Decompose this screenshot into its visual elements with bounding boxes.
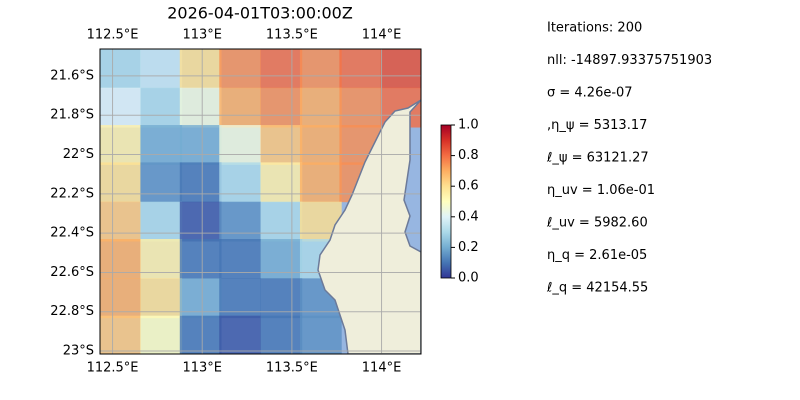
cell xyxy=(140,87,183,128)
annotation: ℓ_uv = 5982.60 xyxy=(546,216,648,231)
cell xyxy=(339,49,382,89)
colorbar-tick-label: 0.0 xyxy=(458,271,479,286)
y-tick-label: 22.6°S xyxy=(50,265,94,280)
cell xyxy=(179,49,222,89)
cell xyxy=(100,87,141,128)
annotation: η_q = 2.61e-05 xyxy=(547,248,647,263)
cell xyxy=(339,87,382,128)
x-tick-label: 113.5°E xyxy=(266,361,318,376)
y-tick-label: 23°S xyxy=(63,344,94,359)
annotation: ℓ_ψ = 63121.27 xyxy=(546,151,649,166)
annotation: Iterations: 200 xyxy=(547,21,642,36)
cell xyxy=(140,201,183,242)
cell xyxy=(140,315,183,354)
y-tick-label: 21.6°S xyxy=(50,68,94,83)
cell xyxy=(260,125,303,165)
cell xyxy=(100,201,141,242)
y-tick-label: 22.8°S xyxy=(50,304,94,319)
x-tick-label-top: 113°E xyxy=(182,28,222,43)
x-tick-label: 112.5°E xyxy=(87,361,139,376)
cell xyxy=(100,125,141,165)
cell xyxy=(219,162,261,203)
cell xyxy=(219,201,261,242)
land xyxy=(317,99,421,354)
chart-title: 2026-04-01T03:00:00Z xyxy=(167,4,353,23)
cell xyxy=(100,315,141,354)
cell xyxy=(179,162,222,203)
y-tick-label: 21.8°S xyxy=(50,108,94,123)
y-tick-label: 22.2°S xyxy=(50,186,94,201)
colorbar-tick-label: 0.6 xyxy=(458,179,479,194)
cell xyxy=(179,87,222,128)
colorbar-tick-label: 0.4 xyxy=(458,209,479,224)
x-tick-label-top: 114°E xyxy=(362,28,402,43)
cell xyxy=(219,125,261,165)
cell xyxy=(260,87,303,128)
cell xyxy=(299,162,342,203)
cell xyxy=(179,315,222,354)
annotation: ℓ_q = 42154.55 xyxy=(546,281,648,296)
annotation: ,η_ψ = 5313.17 xyxy=(547,118,647,133)
colorbar-tick-label: 1.0 xyxy=(458,118,479,133)
colorbar-tick-label: 0.8 xyxy=(458,148,479,163)
cell xyxy=(299,315,342,354)
x-tick-label-top: 112.5°E xyxy=(87,28,139,43)
cell xyxy=(260,49,303,89)
x-tick-label-top: 113.5°E xyxy=(266,28,318,43)
cell xyxy=(219,49,261,89)
cell xyxy=(100,49,141,89)
cell xyxy=(100,162,141,203)
cell xyxy=(260,162,303,203)
colorbar-tick-label: 0.2 xyxy=(458,240,479,255)
y-tick-label: 22°S xyxy=(63,147,94,162)
cell xyxy=(299,87,342,128)
cell xyxy=(380,49,421,89)
annotation: nll: -14897.93375751903 xyxy=(547,53,712,68)
cell xyxy=(140,162,183,203)
annotation: η_uv = 1.06e-01 xyxy=(547,183,655,198)
x-tick-label: 113°E xyxy=(182,361,222,376)
cell xyxy=(219,315,261,354)
cell xyxy=(140,49,183,89)
cell xyxy=(179,201,222,242)
cell xyxy=(179,125,222,165)
y-tick-label: 22.4°S xyxy=(50,226,94,241)
annotation: σ = 4.26e-07 xyxy=(547,86,633,101)
cell xyxy=(219,87,261,128)
cell xyxy=(260,315,303,354)
cell xyxy=(299,49,342,89)
cell xyxy=(140,125,183,165)
colorbar xyxy=(440,124,452,279)
map-frame xyxy=(99,48,422,355)
cell xyxy=(299,125,342,165)
x-tick-label: 114°E xyxy=(362,361,402,376)
cell xyxy=(260,201,303,242)
